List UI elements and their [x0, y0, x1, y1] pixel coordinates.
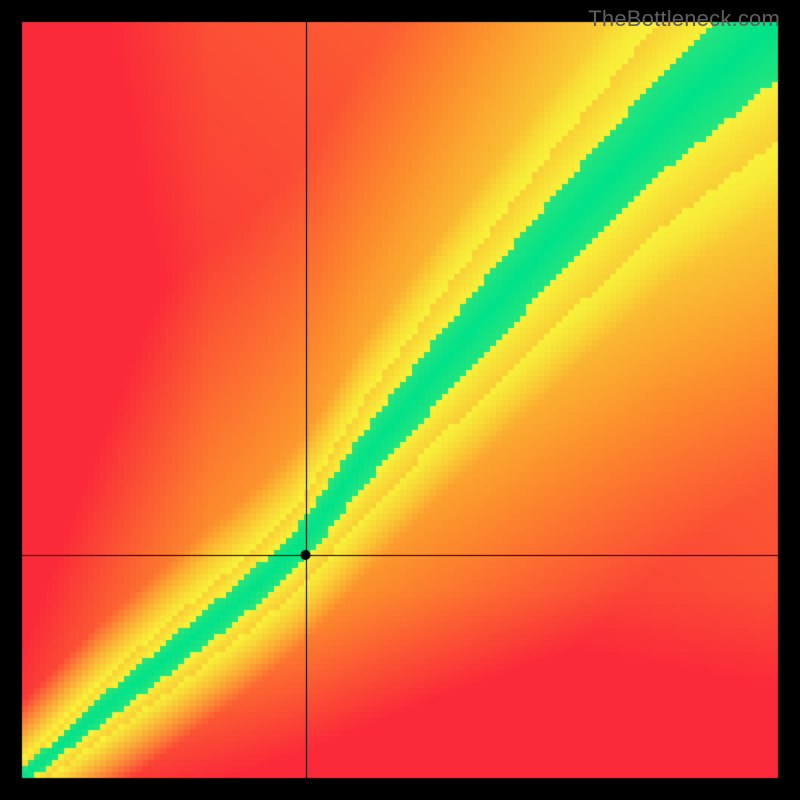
chart-container: TheBottleneck.com [0, 0, 800, 800]
bottleneck-heatmap-canvas [0, 0, 800, 800]
watermark-text: TheBottleneck.com [588, 6, 780, 32]
